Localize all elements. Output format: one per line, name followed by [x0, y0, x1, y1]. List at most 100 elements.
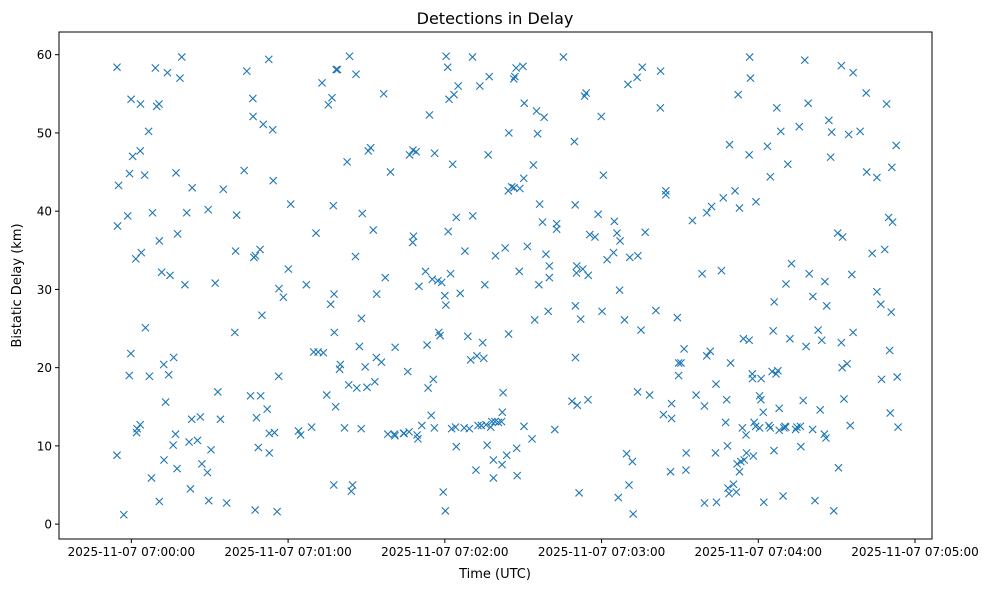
data-point: [550, 425, 559, 434]
data-point: [781, 279, 790, 288]
data-point: [413, 434, 422, 443]
data-point: [485, 72, 494, 81]
data-point: [599, 171, 608, 180]
data-point: [211, 279, 220, 288]
data-point: [735, 204, 744, 213]
data-point: [452, 213, 461, 222]
data-point: [661, 190, 670, 199]
data-point: [615, 286, 624, 295]
data-point: [137, 248, 146, 257]
data-point: [512, 444, 521, 453]
data-point: [348, 481, 357, 490]
data-point: [246, 391, 255, 400]
data-point: [251, 251, 260, 260]
data-point: [892, 141, 901, 150]
data-point: [294, 427, 303, 436]
data-point: [738, 423, 747, 432]
chart-title: Detections in Delay: [417, 9, 574, 28]
data-point: [161, 398, 170, 407]
data-point: [372, 290, 381, 299]
data-point: [498, 460, 507, 469]
data-point: [628, 457, 637, 466]
data-point: [633, 73, 642, 82]
data-point: [268, 125, 277, 134]
y-tick-label: 0: [44, 518, 52, 532]
data-point: [585, 230, 594, 239]
data-point: [571, 353, 580, 362]
data-point: [248, 94, 257, 103]
data-point: [882, 99, 891, 108]
data-point: [742, 448, 751, 457]
data-point: [427, 411, 436, 420]
y-tick-label: 20: [37, 361, 52, 375]
x-tick-label: 2025-11-07 07:05:00: [851, 545, 978, 559]
data-point: [821, 434, 830, 443]
data-point: [362, 383, 371, 392]
data-point: [345, 52, 354, 61]
data-point: [151, 64, 160, 72]
data-point: [772, 103, 781, 112]
data-point: [386, 168, 395, 177]
data-point: [484, 150, 493, 159]
data-point: [540, 113, 549, 122]
data-point: [125, 169, 134, 178]
data-point: [465, 424, 474, 433]
data-point: [787, 259, 796, 268]
data-point: [148, 208, 157, 217]
y-tick-label: 30: [37, 283, 52, 297]
data-point: [610, 217, 619, 226]
data-point: [423, 340, 432, 349]
y-tick-label: 60: [37, 48, 52, 62]
data-point: [742, 430, 750, 439]
data-point: [180, 280, 189, 289]
data-point: [265, 448, 274, 457]
data-point: [147, 473, 156, 482]
data-point: [597, 112, 606, 121]
data-point: [144, 127, 153, 136]
data-point: [838, 363, 847, 372]
data-point: [733, 459, 742, 468]
data-point: [700, 499, 709, 507]
x-axis-label: Time (UTC): [458, 567, 531, 582]
data-point: [775, 426, 784, 435]
data-point: [702, 208, 711, 217]
data-point: [182, 208, 191, 217]
x-tick-label: 2025-11-07 07:00:00: [68, 545, 195, 559]
data-point: [559, 53, 568, 62]
data-point: [572, 261, 581, 270]
y-axis-label: Bistatic Delay (km): [10, 223, 25, 347]
data-point: [193, 436, 202, 445]
data-point: [366, 143, 375, 152]
data-point: [814, 326, 823, 335]
data-point: [711, 380, 720, 389]
data-point: [769, 446, 778, 455]
data-point: [656, 103, 665, 112]
data-point: [885, 346, 894, 355]
data-point: [207, 445, 216, 454]
data-point: [264, 55, 273, 64]
data-point: [340, 423, 349, 432]
plot-area: [58, 31, 933, 540]
data-point: [538, 218, 547, 227]
data-point: [443, 63, 452, 72]
data-point: [616, 236, 625, 245]
data-point: [756, 395, 765, 404]
data-point: [667, 399, 676, 408]
data-point: [463, 332, 472, 341]
data-point: [723, 441, 732, 450]
data-point: [319, 348, 328, 357]
data-point: [673, 313, 682, 322]
data-point: [748, 374, 757, 383]
data-point: [452, 442, 461, 451]
data-point: [196, 412, 205, 421]
data-point: [456, 289, 465, 298]
data-point: [451, 423, 460, 432]
data-point: [822, 301, 831, 310]
data-point: [502, 451, 511, 460]
data-point: [674, 371, 683, 380]
data-point: [533, 129, 542, 138]
data-point: [827, 128, 836, 137]
data-point: [612, 229, 621, 238]
data-point: [620, 315, 629, 324]
data-point: [440, 291, 449, 300]
